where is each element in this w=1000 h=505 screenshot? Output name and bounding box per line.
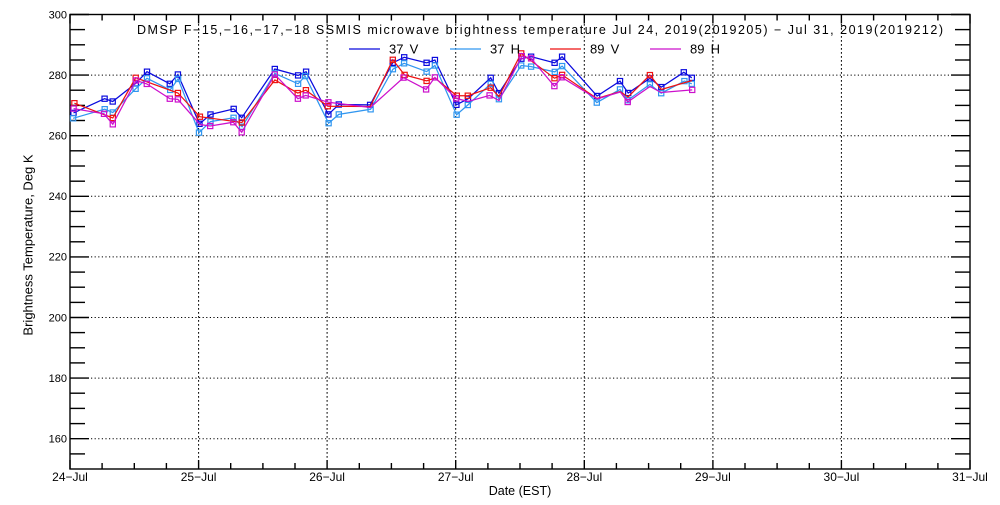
- svg-text:37 H: 37 H: [490, 42, 520, 57]
- svg-text:280: 280: [49, 70, 67, 82]
- svg-text:89 H: 89 H: [690, 42, 720, 57]
- svg-text:37 V: 37 V: [389, 42, 419, 57]
- svg-text:300: 300: [49, 9, 67, 21]
- svg-text:89 V: 89 V: [590, 42, 620, 57]
- svg-text:25−Jul: 25−Jul: [181, 470, 217, 484]
- svg-text:Date (EST): Date (EST): [489, 484, 552, 498]
- svg-text:220: 220: [49, 252, 67, 264]
- svg-text:26−Jul: 26−Jul: [309, 470, 345, 484]
- svg-text:260: 260: [49, 131, 67, 143]
- svg-text:31−Jul: 31−Jul: [952, 470, 988, 484]
- svg-text:180: 180: [49, 373, 67, 385]
- svg-text:200: 200: [49, 312, 67, 324]
- svg-text:240: 240: [49, 191, 67, 203]
- svg-text:160: 160: [49, 434, 67, 446]
- svg-text:27−Jul: 27−Jul: [438, 470, 474, 484]
- svg-text:28−Jul: 28−Jul: [566, 470, 602, 484]
- svg-text:DMSP F−15,−16,−17,−18 SSMIS mi: DMSP F−15,−16,−17,−18 SSMIS microwave br…: [137, 23, 943, 37]
- svg-text:29−Jul: 29−Jul: [695, 470, 731, 484]
- svg-text:Brightness Temperature, Deg K: Brightness Temperature, Deg K: [21, 154, 36, 335]
- svg-text:30−Jul: 30−Jul: [824, 470, 860, 484]
- svg-text:24−Jul: 24−Jul: [52, 470, 88, 484]
